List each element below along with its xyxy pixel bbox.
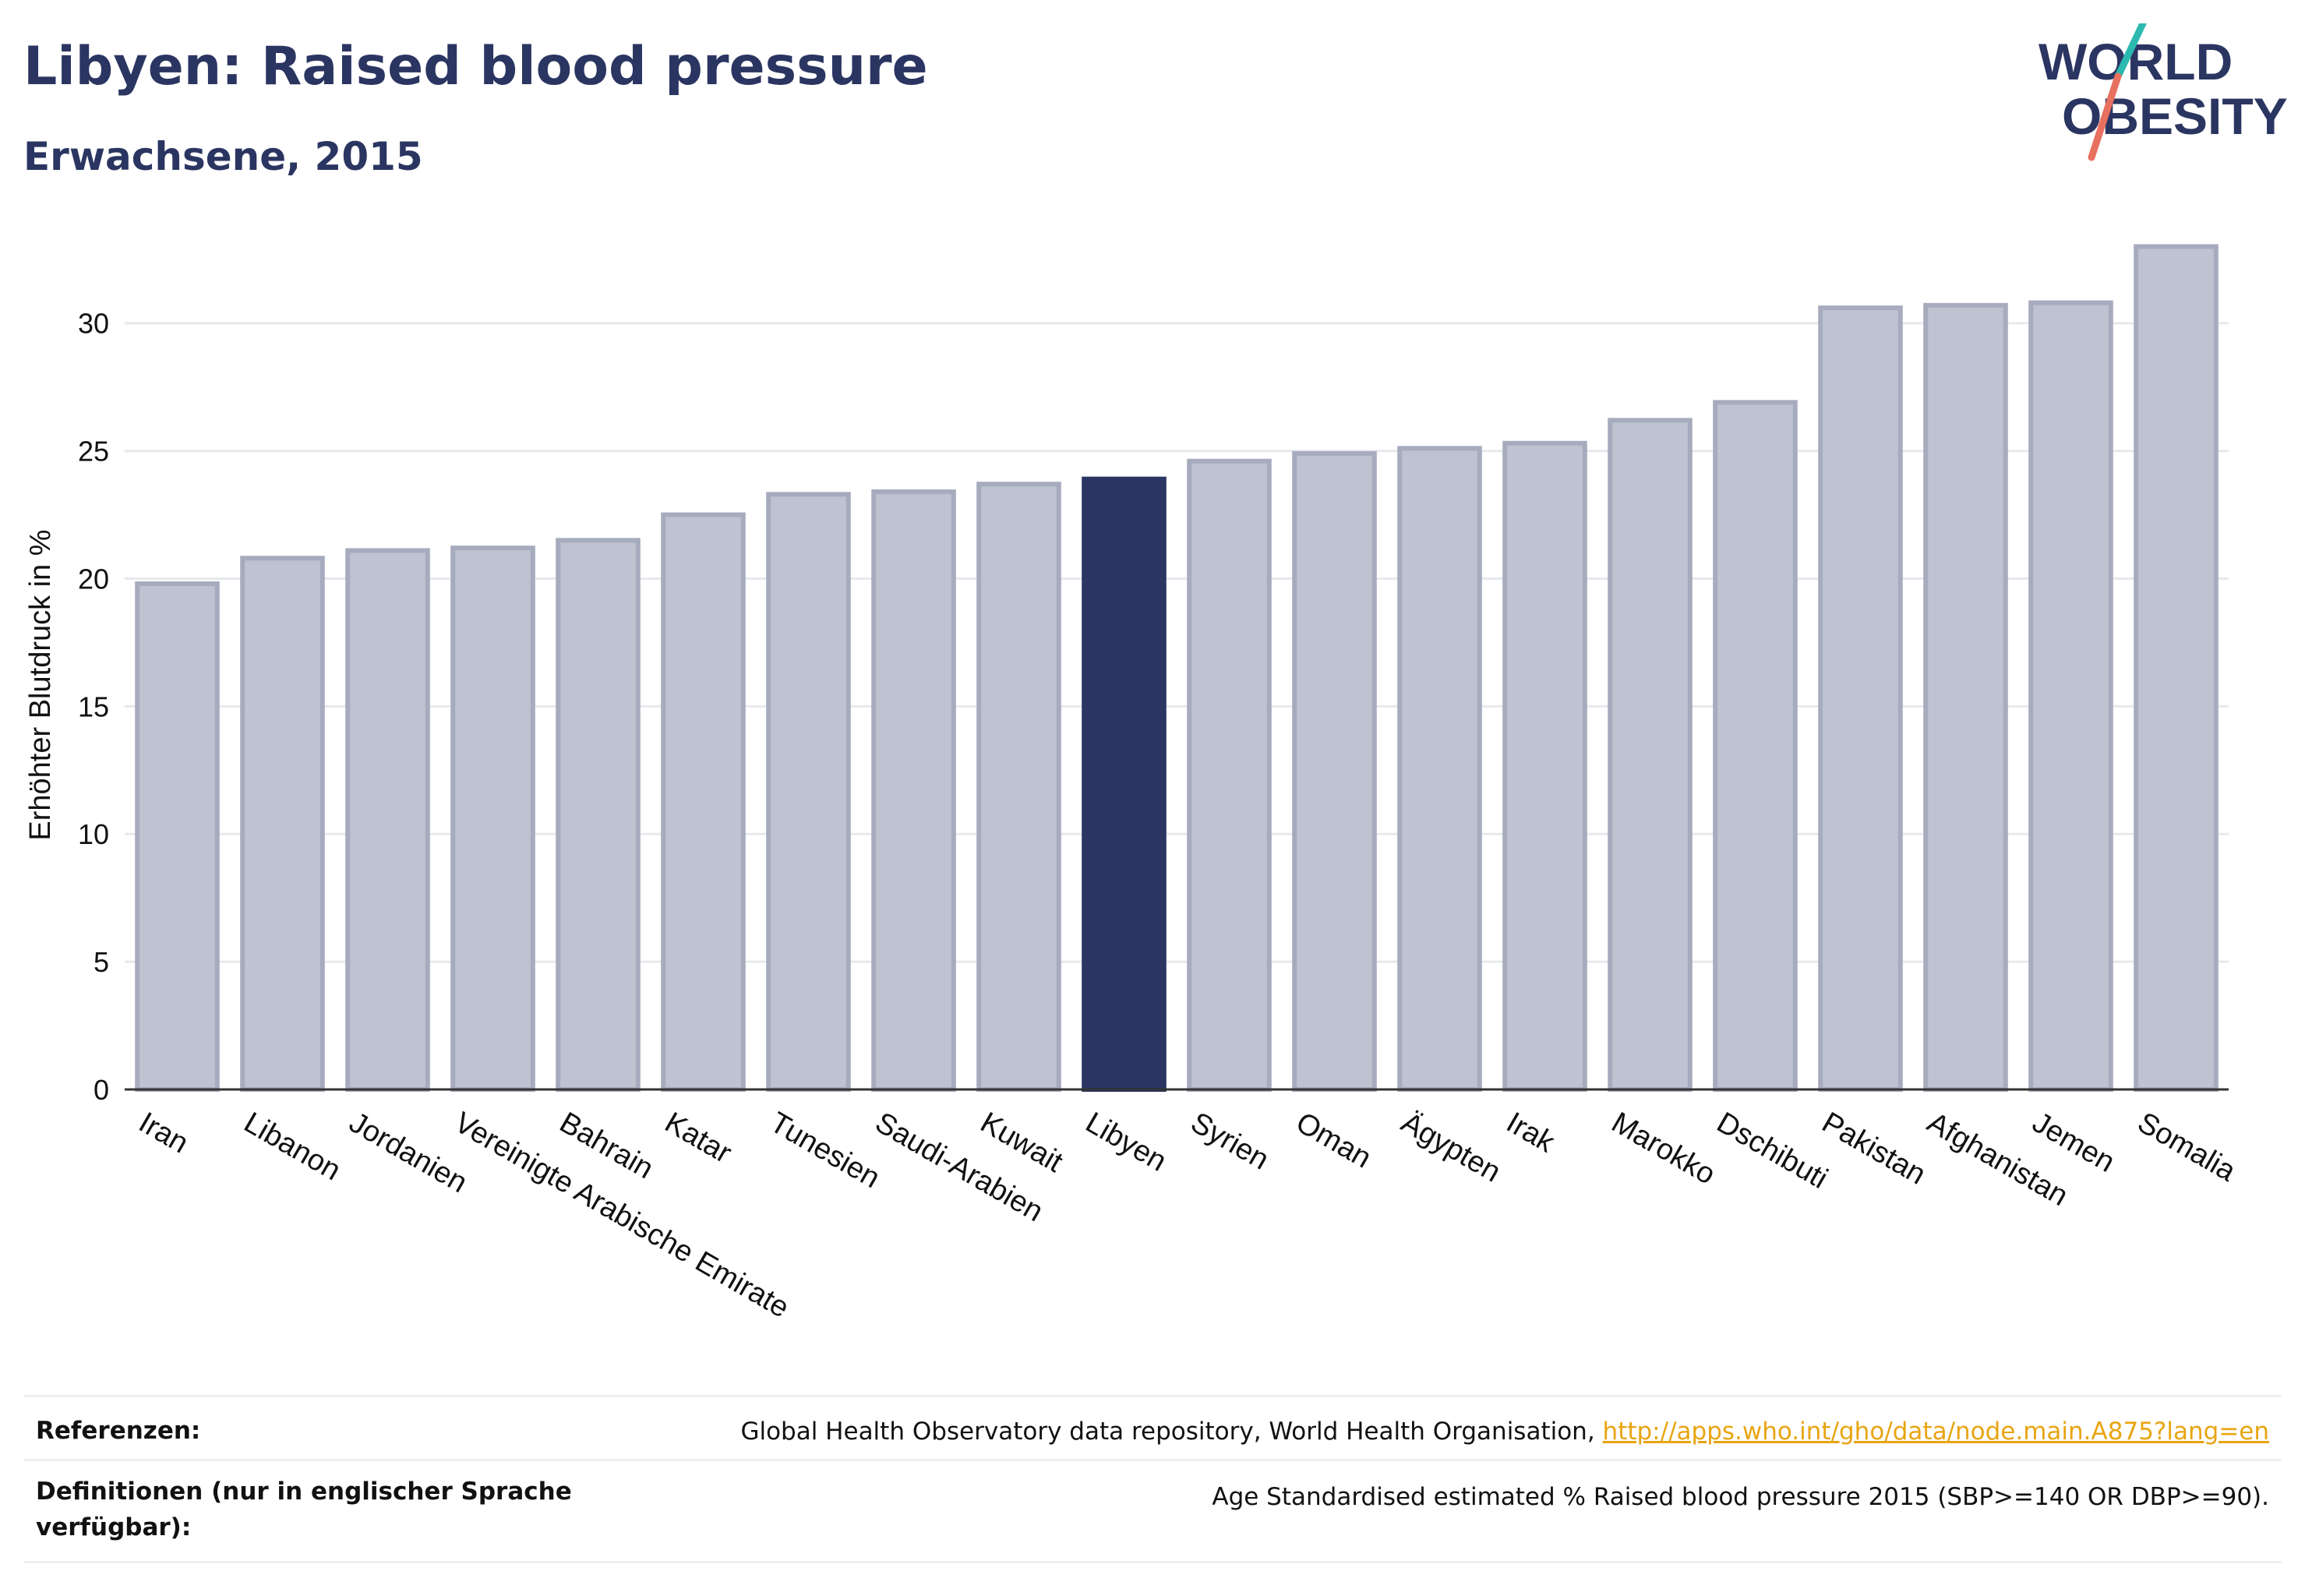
y-tick-label: 0: [94, 1074, 109, 1106]
bar: [1502, 440, 1587, 1092]
y-tick-label: 30: [78, 308, 109, 340]
x-tick-label: Dschibuti: [1711, 1106, 1833, 1195]
bar: [1818, 305, 1903, 1093]
x-tick-label: Ägypten: [1396, 1106, 1506, 1188]
bar: [1713, 400, 1798, 1092]
footnotes: Referenzen: Global Health Observatory da…: [23, 1395, 2282, 1566]
references-text: Global Health Observatory data repositor…: [740, 1418, 1595, 1446]
bar: [1923, 302, 2008, 1092]
definitions-label: Definitionen (nur in englischer Sprache …: [36, 1478, 572, 1541]
bar: [871, 489, 956, 1092]
y-tick-label: 20: [78, 563, 109, 595]
x-tick-label: Somalia: [2132, 1106, 2242, 1188]
references-link[interactable]: http://apps.who.int/gho/data/node.main.A…: [1602, 1418, 2269, 1446]
bar: [1608, 418, 1693, 1092]
y-axis-label: Erhöhter Blutdruck in %: [24, 529, 57, 840]
bar: [1187, 458, 1272, 1092]
definitions-text: Age Standardised estimated % Raised bloo…: [1212, 1483, 2269, 1511]
definitions-row: Definitionen (nur in englischer Sprache …: [23, 1459, 2282, 1563]
x-tick-label: Pakistan: [1816, 1106, 1931, 1191]
y-tick-label: 10: [78, 818, 109, 850]
y-tick-label: 5: [94, 946, 109, 978]
x-tick-label: Libanon: [238, 1106, 346, 1187]
bar: [450, 546, 535, 1092]
bar: [766, 492, 851, 1092]
bar: [661, 512, 746, 1092]
bars: [135, 244, 2219, 1093]
references-value: Global Health Observatory data repositor…: [740, 1418, 2269, 1446]
x-tick-label: Oman: [1290, 1106, 1377, 1174]
bar: [1397, 446, 1482, 1092]
bar: [2028, 300, 2113, 1092]
y-axis-ticks: 0 5 10 15 20 25 30: [78, 308, 109, 1106]
references-row: Referenzen: Global Health Observatory da…: [23, 1395, 2282, 1461]
references-label: Referenzen:: [36, 1417, 201, 1445]
x-tick-label: Katar: [659, 1106, 737, 1170]
chart-subtitle: Erwachsene, 2015: [23, 134, 423, 179]
x-tick-label: Marokko: [1606, 1106, 1721, 1191]
x-tick-label: Irak: [1501, 1106, 1561, 1160]
x-tick-label: Iran: [133, 1106, 194, 1160]
x-tick-label: Libyen: [1080, 1106, 1172, 1178]
bar: [976, 482, 1061, 1092]
gridlines: [125, 322, 2229, 963]
logo-slash-coral: [2088, 72, 2122, 161]
bar: [240, 556, 325, 1092]
x-tick-label: Syrien: [1185, 1106, 1274, 1176]
logo-slash-teal: [2114, 23, 2147, 80]
bar-highlighted: [1082, 476, 1167, 1092]
bar: [2134, 244, 2219, 1092]
bar: [135, 581, 220, 1092]
x-tick-label: Tunesien: [764, 1106, 885, 1195]
bar: [556, 538, 641, 1092]
chart-title: Libyen: Raised blood pressure: [23, 36, 928, 97]
x-tick-label: Jordanien: [344, 1106, 473, 1199]
y-tick-label: 25: [78, 436, 109, 468]
bar: [345, 548, 430, 1092]
bar: [1292, 450, 1377, 1092]
y-tick-label: 15: [78, 690, 109, 722]
world-obesity-logo: WORLD OBESITY: [2038, 23, 2288, 161]
